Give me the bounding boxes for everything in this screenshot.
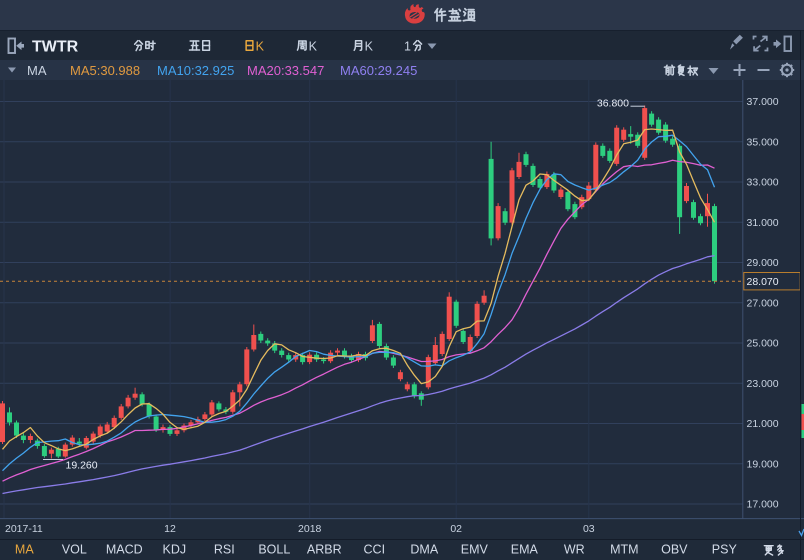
svg-text:WR: WR [564, 543, 585, 557]
svg-text:MTM: MTM [610, 543, 638, 557]
svg-text:17.000: 17.000 [747, 499, 779, 511]
svg-text:MA10:32.925: MA10:32.925 [157, 63, 234, 78]
svg-text:BOLL: BOLL [258, 543, 290, 557]
svg-text:MACD: MACD [106, 543, 143, 557]
svg-text:36.800: 36.800 [597, 97, 629, 109]
svg-text:MA: MA [27, 63, 47, 78]
svg-text:MA20:33.547: MA20:33.547 [247, 63, 324, 78]
svg-text:29.000: 29.000 [747, 257, 779, 269]
svg-text:35.000: 35.000 [747, 136, 779, 148]
svg-text:12: 12 [164, 523, 176, 535]
svg-text:19.000: 19.000 [747, 458, 779, 470]
svg-text:25.000: 25.000 [747, 338, 779, 350]
svg-text:PSY: PSY [712, 543, 738, 557]
svg-text:OBV: OBV [661, 543, 688, 557]
svg-text:23.000: 23.000 [747, 378, 779, 390]
svg-text:MA: MA [15, 543, 34, 557]
svg-text:RSI: RSI [214, 543, 235, 557]
svg-text:37.000: 37.000 [747, 96, 779, 108]
svg-text:EMV: EMV [461, 543, 489, 557]
svg-text:MA60:29.245: MA60:29.245 [340, 63, 417, 78]
svg-text:02: 02 [450, 523, 462, 535]
svg-text:DMA: DMA [410, 543, 438, 557]
svg-text:MA5:30.988: MA5:30.988 [70, 63, 140, 78]
svg-text:33.000: 33.000 [747, 177, 779, 189]
svg-text:EMA: EMA [511, 543, 539, 557]
svg-text:K: K [365, 39, 374, 53]
svg-text:ARBR: ARBR [307, 543, 342, 557]
svg-text:KDJ: KDJ [162, 543, 186, 557]
svg-text:31.000: 31.000 [747, 217, 779, 229]
svg-text:TWTR: TWTR [32, 39, 79, 56]
svg-text:27.000: 27.000 [747, 297, 779, 309]
svg-text:03: 03 [583, 523, 595, 535]
svg-text:CCI: CCI [364, 543, 386, 557]
svg-text:VOL: VOL [62, 543, 87, 557]
svg-text:28.070: 28.070 [747, 276, 779, 288]
svg-text:21.000: 21.000 [747, 418, 779, 430]
svg-text:19.260: 19.260 [66, 459, 98, 471]
svg-text:1: 1 [404, 39, 411, 53]
svg-text:K: K [256, 39, 265, 53]
svg-text:2017-11: 2017-11 [5, 523, 43, 535]
svg-text:2018: 2018 [298, 523, 322, 535]
svg-text:K: K [309, 39, 318, 53]
